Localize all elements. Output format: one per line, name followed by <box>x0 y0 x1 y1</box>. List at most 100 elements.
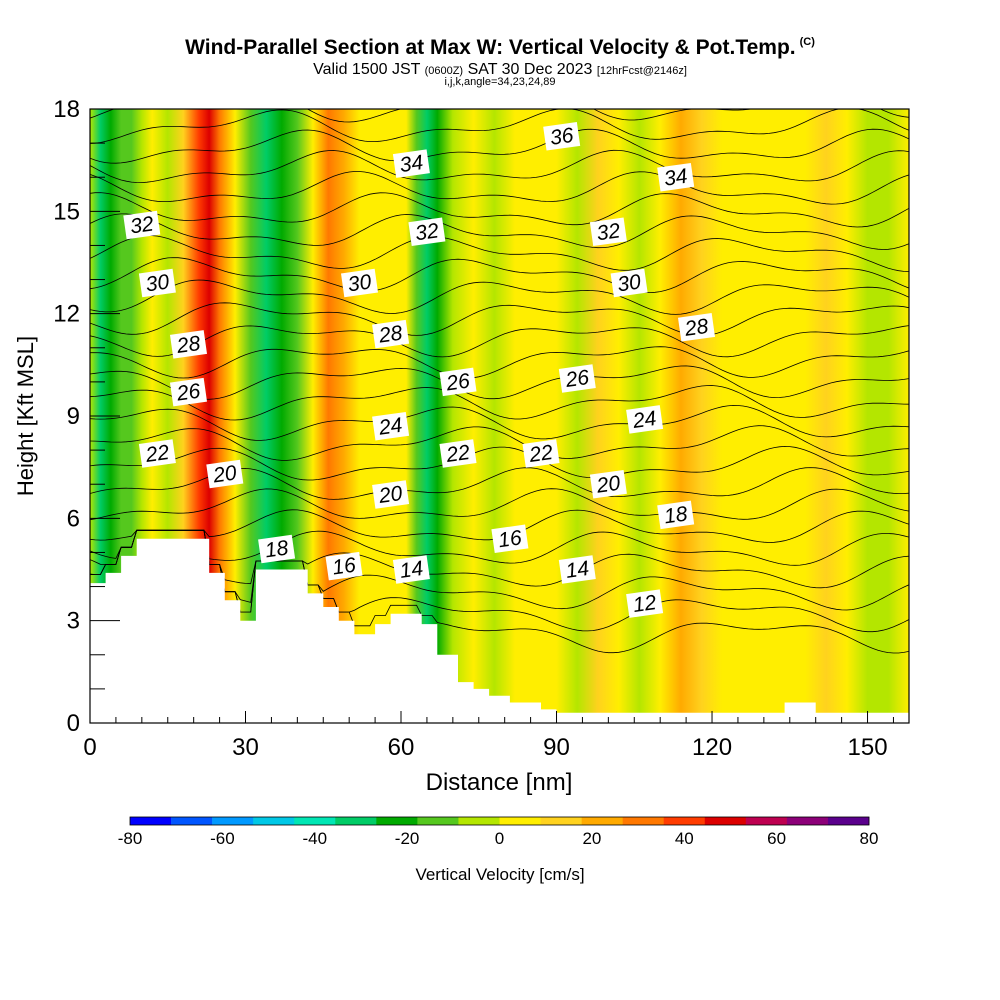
colorbar-swatch <box>540 817 582 825</box>
y-tick-label: 18 <box>53 96 80 123</box>
contour-label-box <box>543 122 581 151</box>
contour-label-box <box>558 364 596 393</box>
contour-label-box <box>372 411 410 441</box>
theta-contour-line <box>90 128 909 164</box>
contour-label-box <box>589 217 627 247</box>
theta-contour-line <box>90 529 909 611</box>
theta-contour-line <box>90 109 909 144</box>
contour-label-box <box>626 589 664 618</box>
contour-label-text: 28 <box>377 322 405 348</box>
contour-label-text: 20 <box>594 472 622 498</box>
theta-contour-line <box>90 425 909 461</box>
x-tick-label: 120 <box>692 734 732 761</box>
contour-label-text: 20 <box>377 482 405 508</box>
colorbar-swatch <box>130 817 172 825</box>
contour-label: 18 <box>657 500 695 530</box>
contour-label-text: 14 <box>398 557 424 583</box>
contour-label-text: 16 <box>331 554 358 580</box>
contour-label-text: 24 <box>377 414 404 440</box>
contour-label-box <box>610 268 648 298</box>
contour-label: 28 <box>372 319 410 349</box>
theta-contour-line <box>90 192 909 228</box>
contour-label-text: 36 <box>549 124 576 150</box>
contour-label: 30 <box>340 268 379 298</box>
theta-contour-line <box>90 279 909 315</box>
contour-label-box <box>169 377 208 407</box>
contour-label: 22 <box>138 439 176 468</box>
y-tick-label: 0 <box>67 710 80 737</box>
x-tick-label: 30 <box>232 734 259 761</box>
colorbar-tick-label: -20 <box>395 829 420 848</box>
x-tick-label: 0 <box>83 734 96 761</box>
contour-label: 28 <box>169 330 208 359</box>
theta-contour-line <box>90 445 909 481</box>
colorbar-tick-label: -60 <box>210 829 235 848</box>
contour-label-text: 24 <box>631 407 658 433</box>
contour-label: 32 <box>589 217 627 247</box>
colorbar-swatch <box>458 817 500 825</box>
contour-label: 34 <box>392 149 430 178</box>
copyright-mark: (C) <box>799 36 815 48</box>
contour-label-box <box>206 459 244 489</box>
y-tick-label: 12 <box>53 301 80 328</box>
contour-label-text: 22 <box>444 441 472 467</box>
contour-label-text: 18 <box>663 502 690 528</box>
contour-label-text: 26 <box>174 380 202 406</box>
contour-label-text: 30 <box>144 270 171 296</box>
contour-label: 34 <box>657 162 695 192</box>
contour-label: 20 <box>206 459 244 489</box>
contour-label-box <box>589 469 627 499</box>
contour-label-text: 28 <box>174 332 202 358</box>
colorbar-tick-label: 60 <box>767 829 786 848</box>
contour-label-text: 18 <box>264 536 291 562</box>
contour-label-text: 22 <box>143 441 171 467</box>
colorbar-swatch <box>827 817 870 825</box>
colorbar-swatch <box>581 817 623 825</box>
contour-label-text: 14 <box>564 557 590 583</box>
contour-label: 30 <box>610 268 648 298</box>
valid-time: Valid 1500 JST <box>313 61 421 78</box>
x-tick-label: 90 <box>543 734 570 761</box>
colorbar-swatch <box>704 817 747 825</box>
contour-label: 22 <box>439 439 477 468</box>
theta-contour-line <box>90 171 909 205</box>
contour-label: 26 <box>169 377 208 407</box>
colorbar-swatch <box>376 817 418 825</box>
theta-contour-line <box>90 404 909 441</box>
colorbar-swatch <box>335 817 377 825</box>
chart-title-text: Wind-Parallel Section at Max W: Vertical… <box>185 36 796 59</box>
contour-label: 14 <box>392 555 430 584</box>
contour-label: 12 <box>626 589 664 618</box>
x-tick-label: 60 <box>388 734 415 761</box>
colorbar-tick-label: -80 <box>118 829 143 848</box>
contour-label-text: 16 <box>497 526 524 552</box>
contour-label-text: 30 <box>346 270 373 296</box>
contour-label-box <box>626 405 664 434</box>
colorbar-swatch <box>253 817 295 825</box>
valid-time-line: Valid 1500 JST (0600Z) SAT 30 Dec 2023 [… <box>0 61 1000 79</box>
colorbar-label: Vertical Velocity [cm/s] <box>415 865 584 884</box>
colorbar-swatch <box>663 817 706 825</box>
colorbar-tick-label: -40 <box>303 829 328 848</box>
theta-contour-line <box>90 257 909 294</box>
x-axis: 0 30 60 90 120 150 <box>83 711 894 761</box>
colorbar-swatch <box>417 817 459 825</box>
forecast-info: [12hrFcst@2146z] <box>596 65 687 77</box>
contour-label-text: 30 <box>616 270 643 296</box>
theta-contour-line <box>90 149 909 184</box>
colorbar-swatch <box>745 817 788 825</box>
colorbar-swatch <box>786 817 829 825</box>
contour-label: 14 <box>558 555 596 584</box>
contour-label-box <box>491 524 529 554</box>
contour-label-text: 12 <box>632 591 659 617</box>
contour-label: 16 <box>491 524 529 554</box>
x-tick-label: 150 <box>848 734 888 761</box>
y-axis: 0 3 6 9 12 15 18 <box>53 96 120 737</box>
grid-indices: i,j,k,angle=34,23,24,89 <box>444 76 556 88</box>
theta-contour-line <box>90 325 909 358</box>
x-axis-label: Distance [nm] <box>426 769 573 796</box>
contour-label-box <box>325 551 363 581</box>
contour-label-text: 26 <box>444 369 472 395</box>
colorbar: -80 -60 -40 -20 0 20 40 60 80 <box>118 816 878 848</box>
